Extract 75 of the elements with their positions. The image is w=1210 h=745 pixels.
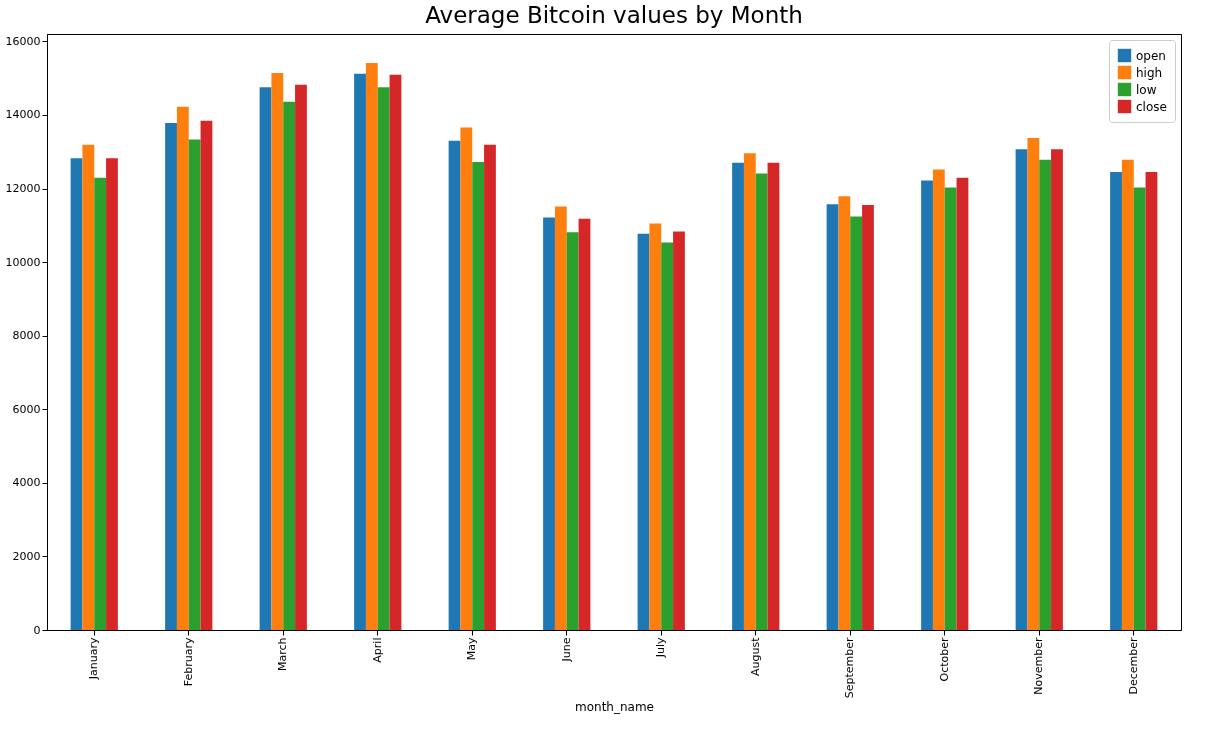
y-tick-label: 16000: [5, 34, 41, 48]
x-tick-label: October: [937, 637, 951, 682]
legend-label: close: [1136, 99, 1167, 114]
bar: [165, 123, 177, 630]
bar: [1121, 159, 1134, 630]
legend-label: low: [1136, 82, 1157, 97]
bar: [94, 177, 107, 630]
bar: [82, 144, 95, 630]
bar: [1015, 149, 1028, 630]
chart-title: Average Bitcoin values by Month: [425, 2, 803, 28]
x-tick-label: February: [181, 637, 195, 687]
bar: [106, 158, 118, 630]
bar: [377, 87, 390, 630]
bar: [637, 233, 650, 630]
bar: [661, 242, 674, 630]
x-tick-label: March: [276, 637, 290, 672]
bar: [472, 162, 485, 630]
bar: [543, 217, 555, 630]
bar: [295, 84, 307, 630]
bar: [862, 205, 874, 630]
bar: [259, 87, 272, 630]
bar: [484, 144, 496, 630]
bar: [1039, 159, 1052, 630]
y-tick-label: 14000: [5, 108, 41, 122]
bar: [673, 231, 685, 630]
bar: [1145, 171, 1158, 630]
bar: [389, 74, 402, 630]
x-tick-label: July: [654, 637, 668, 659]
legend-label: high: [1136, 65, 1163, 80]
bar: [1051, 149, 1063, 630]
y-tick-label: 4000: [12, 476, 41, 490]
x-axis-title: month_name: [575, 700, 654, 715]
x-tick-label: May: [465, 637, 479, 661]
x-tick-label: August: [748, 636, 762, 676]
bar: [932, 169, 945, 630]
bar: [188, 139, 201, 630]
bar: [838, 196, 851, 630]
bar: [743, 153, 756, 630]
y-tick-label: 12000: [5, 182, 41, 196]
bar: [448, 140, 461, 630]
bar: [944, 187, 957, 630]
y-tick-label: 8000: [12, 329, 41, 343]
x-tick-label: December: [1126, 637, 1140, 695]
bar: [767, 162, 780, 630]
bar: [283, 101, 296, 630]
x-tick-label: January: [87, 637, 101, 681]
y-tick-label: 10000: [5, 255, 41, 269]
bar: [850, 216, 863, 630]
bar: [1027, 138, 1040, 630]
bar: [70, 158, 83, 630]
bar: [755, 173, 768, 630]
bar: [200, 120, 213, 630]
x-tick-label: April: [370, 637, 384, 663]
bar: [826, 204, 839, 630]
bar: [578, 218, 591, 630]
y-tick-label: 6000: [12, 402, 41, 416]
bar: [176, 106, 189, 630]
x-tick-label: September: [843, 637, 857, 699]
x-tick-label: June: [559, 637, 573, 663]
bar: [649, 223, 662, 630]
y-tick-label: 2000: [12, 549, 41, 563]
bar: [365, 63, 378, 630]
bar: [354, 73, 366, 630]
bar: [921, 180, 933, 630]
y-tick-label: 0: [33, 623, 41, 637]
legend-label: open: [1136, 48, 1166, 63]
bar: [554, 206, 567, 630]
bar: [1133, 187, 1146, 630]
bar: [956, 177, 969, 630]
bar: [732, 162, 744, 630]
bar: [271, 73, 284, 630]
x-tick-label: November: [1032, 637, 1046, 695]
bar: [460, 127, 473, 630]
bar: [1110, 171, 1122, 630]
bar: [566, 232, 579, 630]
